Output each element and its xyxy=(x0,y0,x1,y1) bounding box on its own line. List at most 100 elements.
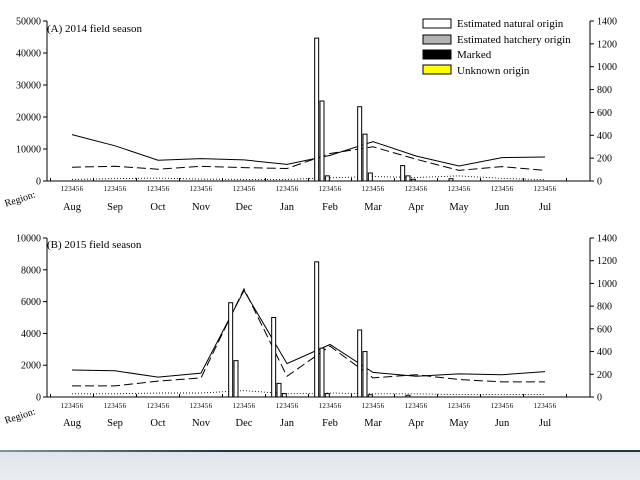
panel-2014-region-ticks: 123456 xyxy=(448,185,471,193)
panel-2015-bar xyxy=(281,393,287,398)
panel-2015-region-ticks: 123456 xyxy=(147,402,170,410)
legend-swatch-marked xyxy=(422,49,452,60)
panel-2014-region-ticks: 123456 xyxy=(276,185,299,193)
panel-2015-month-label: May xyxy=(449,418,469,429)
panel-2015-left-tick-label: 8000 xyxy=(21,265,41,276)
panel-2015-month-label: Jul xyxy=(539,418,551,429)
legend-label-natural: Estimated natural origin xyxy=(457,18,564,30)
panel-2015-right-tick-label: 1000 xyxy=(597,279,617,290)
panel-2014-region-ticks: 123456 xyxy=(534,185,557,193)
legend-swatch-natural xyxy=(422,18,452,29)
legend: Estimated natural origin Estimated hatch… xyxy=(422,18,571,77)
panel-2015-region-ticks: 123456 xyxy=(319,402,342,410)
panel-2015-right-tick-label: 800 xyxy=(597,302,612,313)
panel-2014-month-label: Aug xyxy=(63,202,82,213)
panel-2015: (B) 2015 field season 020004000600080001… xyxy=(3,234,617,430)
panel-2014-right-tick-label: 1000 xyxy=(597,62,617,73)
panel-2014-region-ticks: 123456 xyxy=(147,185,170,193)
panel-2014-x-labels: Region: 123456 Aug 123456 Sep 123456 Oct 123456… xyxy=(3,185,556,213)
panel-2014-bar xyxy=(314,37,320,182)
panel-2014-right-tick-label: 600 xyxy=(597,108,612,119)
panel-2015-region-label: Region: xyxy=(3,406,37,426)
legend-swatch-unknown xyxy=(422,64,452,75)
panel-2015-right-tick-label: 1400 xyxy=(597,234,617,245)
panel-2014-right-tick-label: 800 xyxy=(597,85,612,96)
panel-2014-right-tick-label: 200 xyxy=(597,154,612,165)
panel-2015-x-labels: Region: 123456 Aug 123456 Sep 123456 Oct 123456… xyxy=(3,402,556,429)
panel-2015-left-tick-label: 0 xyxy=(36,393,41,404)
panel-2015-region-ticks: 123456 xyxy=(61,402,84,410)
panel-2015-region-ticks: 123456 xyxy=(233,402,256,410)
panel-2014-month-label: Jun xyxy=(495,202,510,213)
panel-2015-month-label: Nov xyxy=(192,418,211,429)
panel-2015-month-label: Apr xyxy=(408,418,425,429)
panel-2015-right-tick-label: 600 xyxy=(597,324,612,335)
panel-2014-month-label: Apr xyxy=(408,202,425,213)
panel-2014-region-label: Region: xyxy=(3,189,37,209)
panel-2015-bar xyxy=(228,302,234,398)
panel-2014: (A) 2014 field season 010000200003000040… xyxy=(3,17,617,214)
panel-2015-bar xyxy=(271,317,277,398)
panel-2015-region-ticks: 123456 xyxy=(190,402,213,410)
panel-2014-region-ticks: 123456 xyxy=(491,185,514,193)
panel-2015-month-label: Mar xyxy=(364,418,382,429)
panel-2015-bars xyxy=(228,261,411,398)
panel-2014-left-tick-label: 0 xyxy=(36,177,41,188)
panel-2014-month-label: May xyxy=(449,202,469,213)
panel-2014-month-label: Jan xyxy=(280,202,295,213)
panel-2015-bar xyxy=(357,329,363,398)
panel-2015-left-tick-label: 4000 xyxy=(21,329,41,340)
panel-2014-region-ticks: 123456 xyxy=(405,185,428,193)
panel-2015-region-ticks: 123456 xyxy=(104,402,127,410)
panel-2014-left-tick-label: 50000 xyxy=(16,17,41,28)
panel-2014-bar xyxy=(362,133,368,182)
panel-2015-month-label: Sep xyxy=(107,418,123,429)
panel-2014-left-tick-label: 30000 xyxy=(16,81,41,92)
panel-2014-month-label: Oct xyxy=(150,202,165,213)
panel-2015-left-tick-label: 6000 xyxy=(21,297,41,308)
panel-2014-region-ticks: 123456 xyxy=(319,185,342,193)
panel-2015-left-tick-label: 10000 xyxy=(16,234,41,245)
bottom-bar xyxy=(0,449,640,480)
panel-2015-region-ticks: 123456 xyxy=(491,402,514,410)
panel-2014-bar xyxy=(367,172,373,182)
panel-2014-region-ticks: 123456 xyxy=(362,185,385,193)
panel-2014-month-label: Dec xyxy=(236,202,253,213)
panel-2014-month-label: Sep xyxy=(107,202,123,213)
panel-2014-region-ticks: 123456 xyxy=(233,185,256,193)
panel-2015-bar xyxy=(362,351,368,398)
panel-2015-region-ticks: 123456 xyxy=(534,402,557,410)
panel-2014-bar xyxy=(400,165,406,182)
panel-2014-month-label: Feb xyxy=(322,202,338,213)
panel-2015-bar xyxy=(233,360,239,398)
panel-2015-region-ticks: 123456 xyxy=(405,402,428,410)
panel-2015-bar xyxy=(324,393,330,398)
panel-2014-left-tick-label: 10000 xyxy=(16,145,41,156)
legend-swatch-hatchery xyxy=(422,34,452,45)
panel-2014-right-tick-label: 1200 xyxy=(597,39,617,50)
panel-2014-bar xyxy=(324,175,330,182)
panel-2014-right-tick-label: 400 xyxy=(597,131,612,142)
panel-2015-month-label: Feb xyxy=(322,418,338,429)
panel-2014-line-solid xyxy=(71,134,546,167)
panel-2015-region-ticks: 123456 xyxy=(448,402,471,410)
panel-2015-line-dotted xyxy=(72,390,545,396)
panel-2014-line-dotted xyxy=(71,175,546,181)
panel-2014-left-tick-label: 40000 xyxy=(16,49,41,60)
bottom-bar-strip xyxy=(0,450,640,452)
panel-2015-bar xyxy=(319,347,325,398)
legend-label-unknown: Unknown origin xyxy=(457,65,530,77)
legend-label-marked: Marked xyxy=(457,49,492,61)
panel-2014-bar xyxy=(405,175,411,182)
panel-2014-month-label: Nov xyxy=(192,202,211,213)
panel-2014-right-tick-label: 1400 xyxy=(597,17,617,28)
panel-2015-bar xyxy=(276,382,282,398)
panel-2014-region-ticks: 123456 xyxy=(104,185,127,193)
panel-2015-month-label: Dec xyxy=(236,418,253,429)
panel-2014-line-dashed xyxy=(71,146,546,171)
panel-2014-bar xyxy=(357,106,363,182)
panel-2014-month-label: Mar xyxy=(364,202,382,213)
panel-2015-month-label: Oct xyxy=(150,418,165,429)
panel-2014-left-tick-label: 20000 xyxy=(16,113,41,124)
panel-2015-title: (B) 2015 field season xyxy=(47,239,142,251)
